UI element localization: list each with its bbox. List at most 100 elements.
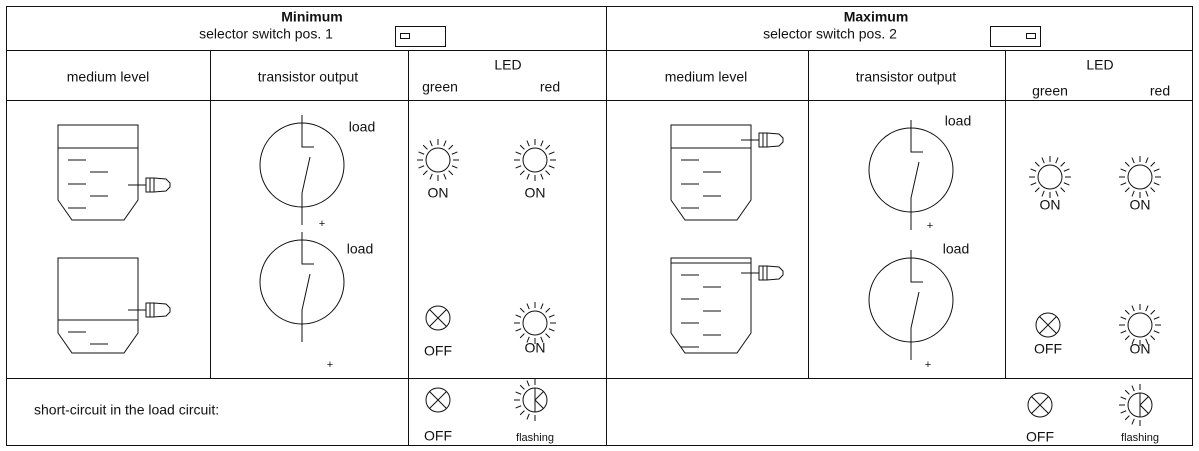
led-ray [443,140,447,147]
led-ray [545,170,551,176]
tank [670,124,752,221]
label: LED [1086,57,1113,73]
switch-contact [910,120,923,230]
led-ray [422,170,428,176]
sensor-tip [153,302,171,318]
led-ray [451,151,458,155]
led-ray [515,151,522,155]
label: OFF [1026,429,1054,445]
led-ray [1124,161,1130,167]
led-ray [1131,157,1135,164]
led-ray [1150,187,1156,193]
led-ray [1120,396,1127,400]
led-ray [422,144,428,150]
sensor-tip [766,132,784,148]
label: green [422,79,458,95]
label: + [927,220,933,232]
led [1035,312,1061,338]
led-ray [548,328,555,332]
led-ray [1030,182,1037,186]
label: ON [525,185,546,201]
led-ray [540,140,544,147]
led-ray [1124,415,1130,421]
led-cross [1039,316,1057,334]
led [522,147,548,173]
label: flashing [516,432,554,444]
led-ray [1120,182,1127,186]
led-ray [1124,309,1130,315]
selector-knob [400,33,410,39]
led-ray [1131,338,1135,345]
led-ray [526,303,530,310]
led-ray [448,144,454,150]
table-border [6,6,1193,446]
label: selector switch pos. 2 [763,26,897,42]
selector-switch [990,26,1041,47]
led [425,305,451,331]
label: load [349,119,375,135]
led-ray [1145,157,1149,164]
led-ray [540,336,544,343]
led-ray [448,170,454,176]
led-ray [1055,190,1059,197]
led-ray [1034,187,1040,193]
label: ON [428,185,449,201]
led-ray [526,380,530,387]
label: medium level [67,69,149,85]
led-ray [1150,335,1156,341]
led-ray [1131,418,1135,425]
led-ray [1030,168,1037,172]
led-ray [1063,168,1070,172]
led-ray [429,173,433,180]
led-ray [1131,385,1135,392]
led-ray [1120,330,1127,334]
label: red [1150,83,1170,99]
led-ray [1145,305,1149,312]
led-ray [1124,335,1130,341]
led-flash [534,388,544,412]
led [425,147,451,173]
led-ray [1041,157,1045,164]
led-cross [429,391,447,409]
led-ray [519,170,525,176]
led-ray [429,140,433,147]
led [1037,164,1063,190]
led-cross [1031,396,1049,414]
tank [670,257,752,354]
switch-contact [910,250,923,360]
led-ray [515,405,522,409]
led [522,310,548,336]
led-ray [1124,187,1130,193]
tank [57,257,139,354]
led-ray [1153,182,1160,186]
label: + [319,218,325,230]
led-ray [1131,190,1135,197]
led-ray [515,165,522,169]
sensor-tip [766,265,784,281]
led-ray [1131,305,1135,312]
switch-contact [301,115,314,225]
led-ray [540,173,544,180]
led-ray [418,165,425,169]
led-ray [540,303,544,310]
label: transistor output [856,69,956,85]
selector-knob [1026,33,1036,39]
label: + [925,359,931,371]
led-ray [418,151,425,155]
led-ray [451,165,458,169]
led-ray [519,144,525,150]
led-ray [443,173,447,180]
led-ray [1060,161,1066,167]
led [1027,392,1053,418]
label: + [327,359,333,371]
led-ray [515,391,522,395]
led-ray [1063,182,1070,186]
led-ray [1120,316,1127,320]
selector-switch [395,26,446,47]
sensor-tip [153,177,171,193]
led-ray [1153,316,1160,320]
label: OFF [424,428,452,444]
led-ray [548,151,555,155]
label: red [540,79,560,95]
